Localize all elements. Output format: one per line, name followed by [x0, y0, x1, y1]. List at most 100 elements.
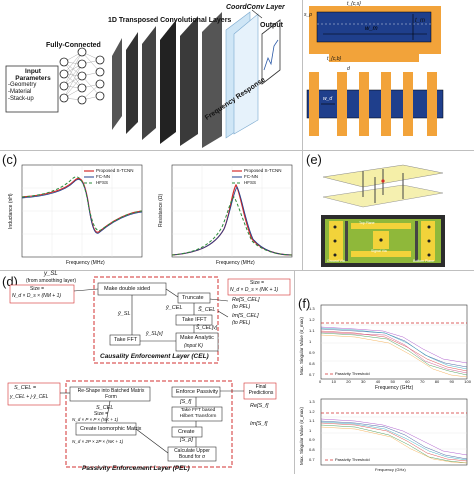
f-bottom-ytick: 1.2 [309, 408, 315, 414]
f-bottom-ylabel: Max. Singular Value (σ_max) [299, 407, 304, 465]
f-bottom-ytick: 0.9 [309, 437, 315, 443]
panel-d-svg [7, 276, 291, 468]
pel-scel-eq: S_CEL = [14, 385, 37, 391]
panel-f-svg [320, 304, 468, 466]
separator-vertical-top [302, 0, 303, 150]
pel-create: Create [178, 429, 195, 435]
pel-create-iso: Create Isomorphic Matrix [80, 426, 142, 432]
pel-calc-upper: Calculate Upper Bound for σ [174, 448, 210, 460]
f-top-xtick: 90 [449, 379, 454, 384]
c-left-legend-2: HFSS [96, 180, 109, 185]
cel-ysl-v: ỹ_SL[v] [146, 331, 163, 337]
cel-take-fft: Take FFT [114, 337, 138, 343]
fc-network [59, 47, 105, 105]
panel-a-svg [5, 9, 281, 148]
f-top-xtick: 0 [319, 379, 322, 384]
pel-size-label: Size = [94, 411, 109, 417]
input-parameters-text: Input Parameters -Geometry -Material -St… [8, 68, 58, 103]
f-bottom-yticks: 1.3 1.2 1.1 1 0.9 0.8 0.7 [309, 397, 315, 464]
separator-horizontal-2 [0, 270, 474, 271]
pel-re-sf: Re[S_f] [250, 403, 269, 409]
input-title: Input Parameters [15, 68, 51, 82]
symbol-wd: w_d [323, 96, 333, 102]
panel-c-svg [21, 164, 293, 258]
f-bottom-ytick: 1.3 [309, 399, 315, 404]
symbol-wm: w_m [365, 26, 378, 32]
f-top-legend: Passivity Threshold [335, 371, 370, 376]
f-top-ytick: 1.3 [309, 306, 315, 311]
c-right-legend-1: FC-NN [244, 174, 258, 179]
panel-label-c: (c) [2, 152, 18, 167]
f-top-yticks: 1.3 1.2 1.1 1 0.9 0.8 0.7 [309, 303, 315, 380]
panel-a-network-diagram: Fully-Connected 1D Transposed Convolutio… [0, 0, 300, 150]
coordconv-layer [225, 11, 259, 139]
cel-ytilde-cel: ỹ_CEL [166, 305, 183, 311]
pel-size-formula: N_d × P × P × (NK + 1) [72, 417, 119, 422]
f-top-ylabel: Max. Singular Value (σ_max) [299, 317, 304, 375]
panel-c-charts: Proposed S-TCNN FC-NN HFSS Frequency (MH… [0, 151, 302, 270]
cel-take-ifft: Take IFFT [182, 317, 207, 323]
f-top-xticks: 0 10 20 30 40 50 60 70 80 90 100 [319, 379, 471, 384]
f-bottom-xlabel: Frequency (GHz) [375, 467, 406, 472]
cel-size-formula: N_d × D_s × (NM + 1) [12, 293, 62, 299]
panel-label-f: (f) [298, 296, 311, 311]
pel-reshape: Re-Shape into Batched Matrix Form [77, 388, 145, 400]
f-top-xlabel: Frequency (GHz) [375, 385, 414, 391]
f-top-ytick: 0.9 [309, 350, 315, 355]
symbol-tcb: t_{c,b} [327, 56, 342, 62]
cel-to-pel-2: (to PEL) [232, 320, 251, 326]
f-top-xtick: 30 [361, 379, 366, 384]
f-bottom-ytick: 1 [309, 427, 312, 433]
f-top-xtick: 50 [390, 379, 395, 384]
f-bottom-legend: Passivity Threshold [335, 457, 370, 462]
symbol-tm: t_m [415, 18, 426, 24]
cel-make-analytic: Make Analytic [180, 335, 214, 341]
cel-im-scel: Im[S_CEL] [232, 313, 259, 319]
symbol-tcs: t_{c,s} [347, 1, 361, 7]
pel-take-fft-based: Take FFT based Hilbert Transform [179, 408, 217, 419]
transposed-conv-layers [112, 12, 222, 148]
cel-from-smoothing: (from smoothing layer) [26, 278, 77, 284]
cel-ysl: y_SL [44, 271, 58, 277]
input-parameters-box [5, 65, 59, 113]
symbol-s: s_p [304, 12, 313, 18]
conv-label: 1D Transposed Convolutional Layers [108, 17, 232, 24]
c-right-legend-2: HFSS [244, 180, 257, 185]
cel-title: Causality Enforcement Layer (CEL) [100, 353, 209, 360]
input-item-stackup: -Stack-up [8, 96, 34, 102]
f-top-xtick: 70 [420, 379, 425, 384]
panel-f-charts: Max. Singular Value (σ_max) Frequency (G… [295, 271, 474, 474]
pel-enforce: Enforce Passivity [176, 389, 219, 395]
e-text-top-plane: Top Plane [359, 221, 375, 225]
c-left-ylabel: Inductance (nH) [8, 193, 14, 229]
cel-ytilde-sl: ỹ_SL [118, 311, 131, 317]
c-right-ylabel: Resistance (Ω) [158, 193, 164, 227]
c-left-xlabel: Frequency (MHz) [66, 260, 105, 266]
symbol-d: d [347, 66, 350, 72]
f-bottom-ytick: 0.8 [309, 446, 315, 452]
f-top-xtick: 20 [346, 379, 351, 384]
f-top-xtick: 40 [375, 379, 381, 384]
pel-scel-rhs: y_CEL + j·ŷ_CEL [10, 394, 49, 400]
cel-truncate: Truncate [182, 295, 204, 301]
panel-b-svg [306, 6, 444, 136]
cel-input-k: (input K) [184, 343, 203, 349]
separator-vertical-mid [302, 150, 303, 270]
output-strip [261, 19, 281, 85]
f-top-xtick: 60 [405, 379, 410, 384]
pel-im-sf: Im[S_f] [250, 421, 268, 427]
e-text-signal-via: Signal Via [371, 249, 387, 253]
pel-scel-mat: S_CEL [96, 405, 114, 411]
separator-vertical-bottom [294, 270, 295, 474]
panel-d-flowchart: y_SL (from smoothing layer) Size = N_d ×… [0, 271, 294, 474]
cel-to-pel: (to PEL) [232, 304, 251, 310]
f-top-ytick: 0.7 [309, 372, 315, 377]
cel-scel: S̃_CEL [198, 307, 216, 313]
c-left-legend-0: Proposed S-TCNN [96, 168, 134, 173]
panel-e-via-structure: Top Plane Signal Via Ground Via Bottom P… [303, 151, 474, 270]
cel-size2-label: Size = [250, 280, 265, 286]
f-top-xtick: 100 [464, 379, 471, 384]
panel-e-svg [321, 164, 445, 267]
coordconv-label: CoordConv Layer [226, 4, 285, 11]
cel-scel-v: S̃_CEL[v] [196, 325, 218, 331]
